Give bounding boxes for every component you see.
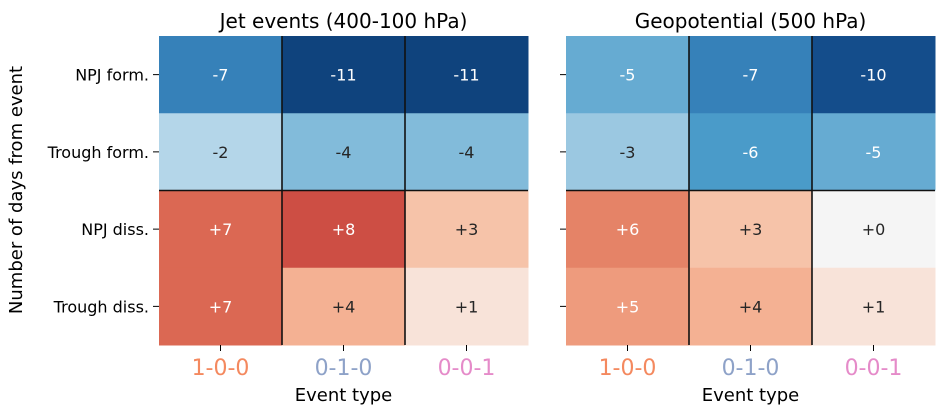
heatmap-cell	[282, 190, 406, 269]
row-label: Trough form.	[47, 143, 149, 162]
x-axis-label: Event type	[702, 385, 800, 406]
cell-value-label: +1	[455, 297, 479, 316]
heatmap-cell	[282, 267, 406, 346]
cell-value-label: -5	[866, 143, 882, 162]
heatmap-cell	[159, 190, 283, 269]
heatmap-panel-2: Geopotential (500 hPa) -5 -7 -10 -3 -6 -5 +6 +3 +…	[560, 9, 936, 406]
cell-value-label: +7	[209, 220, 233, 239]
cell-value-label: +5	[616, 297, 640, 316]
heatmap-cell	[159, 36, 283, 114]
heatmap-cell	[282, 113, 406, 191]
cell-value-label: -2	[213, 143, 229, 162]
heatmap-cell	[566, 190, 690, 269]
cell-value-label: -4	[459, 143, 475, 162]
cell-value-label: -5	[620, 66, 636, 85]
cell-value-label: -7	[743, 66, 759, 85]
heatmap-cell	[566, 36, 690, 114]
heatmap-cell	[689, 36, 813, 114]
cell-value-label: +8	[332, 220, 356, 239]
cell-value-label: -11	[453, 66, 479, 85]
heatmap-cell	[405, 267, 529, 346]
heatmap-cell	[812, 267, 936, 346]
cell-value-label: +0	[862, 220, 886, 239]
cell-value-label: +7	[209, 297, 233, 316]
heatmap-cell	[159, 113, 283, 191]
cell-value-label: +4	[739, 297, 763, 316]
panel-title: Geopotential (500 hPa)	[635, 9, 867, 33]
cell-value-label: -11	[330, 66, 356, 85]
heatmap-cell	[689, 113, 813, 191]
category-label: 1-0-0	[599, 356, 657, 381]
x-axis-label: Event type	[295, 385, 393, 406]
heatmap-cell	[689, 267, 813, 346]
row-label: Trough diss.	[53, 297, 149, 316]
cell-value-label: +3	[739, 220, 763, 239]
heatmap-cell	[405, 190, 529, 269]
cell-value-label: -4	[336, 143, 352, 162]
cell-value-label: +6	[616, 220, 640, 239]
heatmap-cell	[566, 267, 690, 346]
panel-title: Jet events (400-100 hPa)	[218, 9, 468, 33]
category-label: 0-0-1	[438, 356, 496, 381]
heatmap-cell	[405, 36, 529, 114]
cell-value-label: -7	[213, 66, 229, 85]
heatmap-cell	[282, 36, 406, 114]
heatmap-cell	[159, 267, 283, 346]
heatmap-cell	[566, 113, 690, 191]
category-label: 0-0-1	[845, 356, 903, 381]
heatmap-cell	[689, 190, 813, 269]
y-axis-label: Number of days from event	[6, 66, 27, 314]
heatmap-panel-1: Jet events (400-100 hPa) -7 -11 -11 -2 -4 -4 +7…	[47, 9, 529, 406]
category-label: 1-0-0	[192, 356, 250, 381]
row-label: NPJ form.	[75, 66, 149, 85]
category-label: 0-1-0	[315, 356, 373, 381]
heatmap-cell	[812, 113, 936, 191]
cell-value-label: -10	[860, 66, 886, 85]
cell-value-label: -6	[743, 143, 759, 162]
cell-value-label: +3	[455, 220, 479, 239]
heatmap-cell	[812, 190, 936, 269]
cell-value-label: +1	[862, 297, 886, 316]
heatmap-cell	[405, 113, 529, 191]
cell-value-label: -3	[620, 143, 636, 162]
row-label: NPJ diss.	[81, 220, 149, 239]
category-label: 0-1-0	[722, 356, 780, 381]
cell-value-label: +4	[332, 297, 356, 316]
heatmap-cell	[812, 36, 936, 114]
